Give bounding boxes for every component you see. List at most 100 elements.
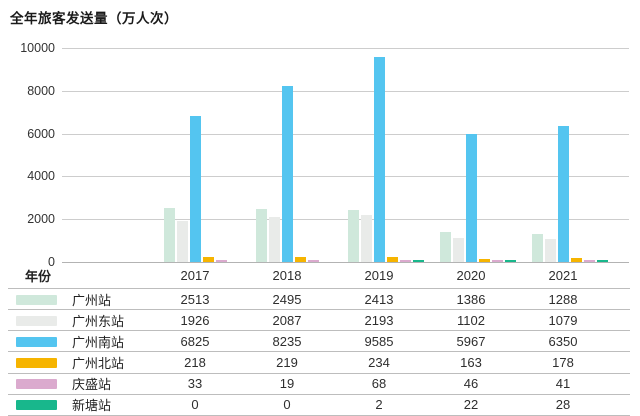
legend-swatch [16, 294, 57, 305]
value-cell: 33 [187, 376, 203, 392]
bar-group-2021 [532, 48, 608, 262]
bar [190, 115, 201, 262]
value-cell: 2513 [180, 291, 210, 307]
table-row: 庆盛站 33 19 68 46 41 [8, 374, 630, 395]
table-row: 新塘站 0 0 2 22 28 [8, 395, 630, 416]
value-cell: 22 [463, 397, 479, 413]
value-cell: 41 [555, 376, 571, 392]
bar [571, 258, 582, 262]
bar [164, 208, 175, 262]
bar [584, 260, 595, 262]
bar [295, 257, 306, 262]
value-cell: 5967 [456, 333, 486, 349]
y-tick-label: 0 [48, 255, 55, 269]
bar [203, 257, 214, 262]
legend-swatch [16, 400, 57, 411]
year-header: 2021 [548, 267, 578, 283]
station-name: 广州北站 [72, 356, 125, 372]
value-cell: 8235 [272, 333, 302, 349]
station-name: 广州站 [72, 292, 112, 308]
value-cell: 2193 [364, 312, 394, 328]
gridline [62, 176, 629, 178]
value-cell: 6350 [548, 333, 578, 349]
value-cell: 46 [463, 376, 479, 392]
value-cell: 0 [191, 397, 199, 413]
data-table: 年份 2017 2018 2 0 19 2020 2021 广州站 2513 2495 2413 138… [8, 262, 630, 416]
table-row: 广州站 2513 2495 2413 1386 1288 [8, 289, 630, 311]
value-cell: 2495 [272, 291, 302, 307]
year-header: 2020 [456, 267, 486, 283]
legend-swatch [16, 336, 57, 347]
bar [269, 217, 280, 262]
gridline [62, 48, 629, 49]
bar [177, 220, 188, 262]
bar [256, 208, 267, 262]
bar [479, 258, 490, 262]
year-header: 2018 [272, 267, 302, 283]
chart-title: 全年旅客发送量（万人次） [10, 11, 178, 26]
value-cell: 1926 [180, 312, 210, 328]
value-cell: 68 [371, 376, 387, 392]
value-cell: 218 [184, 355, 206, 371]
bar [282, 85, 293, 262]
gridline [62, 219, 629, 221]
bar [545, 238, 556, 262]
value-cell: 2413 [364, 291, 394, 307]
value-cell: 19 [279, 376, 295, 392]
value-cell: 1102 [457, 312, 485, 328]
value-cell: 1386 [456, 291, 486, 307]
y-tick-label: 4000 [27, 169, 55, 184]
station-name: 广州东站 [72, 313, 125, 329]
value-cell: 9585 [364, 333, 394, 349]
table-row: 广州东站 1926 2087 2193 1102 1079 [8, 310, 630, 332]
station-name: 广州南站 [72, 334, 125, 350]
value-cell: 28 [555, 397, 571, 413]
y-tick-label: 8000 [27, 83, 55, 98]
y-tick-label: 2000 [27, 212, 55, 227]
value-cell: 234 [368, 355, 390, 371]
value-cell: 1079 [548, 312, 578, 328]
bar [453, 238, 464, 262]
bar-group-2020 [440, 48, 516, 262]
bar [387, 257, 398, 262]
value-cell: 0 [283, 397, 291, 413]
bar-group-2017 [164, 48, 240, 262]
bar [466, 134, 477, 262]
value-cell: 6825 [180, 333, 210, 349]
legend-swatch [16, 357, 57, 368]
y-tick-label: 10000 [20, 41, 55, 55]
value-cell: 2 [375, 397, 383, 413]
bar [440, 232, 451, 262]
bar [216, 260, 227, 262]
bar [532, 234, 543, 262]
bar [413, 260, 424, 262]
gridline [62, 90, 629, 92]
legend-swatch [16, 315, 57, 326]
bar [374, 56, 385, 262]
bar [597, 260, 608, 262]
station-name: 新塘站 [72, 398, 112, 414]
bar [505, 260, 516, 262]
year-header: 2017 [180, 267, 210, 283]
x-axis-line [62, 262, 629, 263]
table-row: 广州北站 218 219 234 163 178 [8, 352, 630, 374]
table-row: 广州南站 6825 8235 9585 5967 6350 [8, 331, 630, 353]
value-cell: 163 [460, 355, 482, 371]
y-tick-label: 6000 [27, 126, 55, 141]
table-header-row: 年份 2017 2018 2019 2020 2021 [8, 262, 630, 289]
bar [492, 260, 503, 262]
value-cell: 219 [276, 355, 298, 371]
bar [361, 215, 372, 262]
x-axis-title: 年份 [25, 268, 52, 284]
bar-group-2018 [256, 48, 332, 262]
legend-swatch [16, 379, 57, 390]
bar-group-2019 [348, 48, 424, 262]
gridline [62, 133, 629, 135]
bar [400, 260, 411, 262]
bar [348, 210, 359, 262]
value-cell: 2087 [272, 312, 302, 328]
value-cell: 1288 [548, 291, 578, 307]
station-name: 庆盛站 [72, 377, 112, 393]
